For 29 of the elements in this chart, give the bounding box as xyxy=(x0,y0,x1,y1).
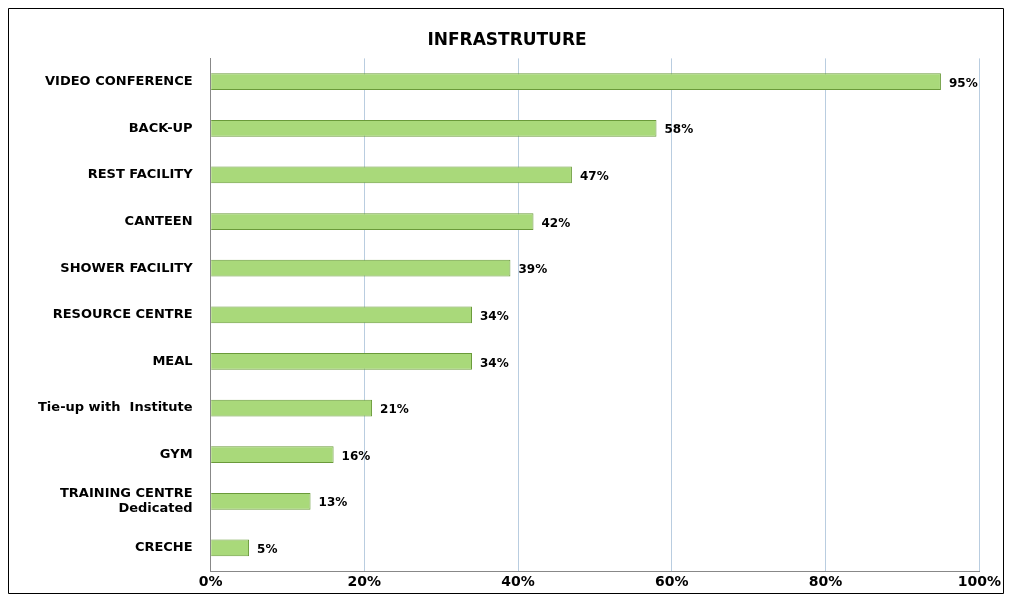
data-label: 34% xyxy=(479,308,509,323)
data-label: 21% xyxy=(380,402,409,417)
y-tick-label: RESOURCE CENTRE xyxy=(52,306,193,322)
x-tick-label: 60% xyxy=(655,573,689,590)
x-tick-label: 80% xyxy=(808,573,843,590)
data-label: 95% xyxy=(948,75,978,90)
y-tick-label: GYM xyxy=(159,446,193,462)
y-tick-label: SHOWER FACILITY xyxy=(60,259,194,275)
data-label: 13% xyxy=(318,495,348,510)
y-tick-label: REST FACILITY xyxy=(87,166,194,182)
y-tick-label: MEAL xyxy=(152,352,193,368)
data-label: 58% xyxy=(664,122,694,137)
data-label: 5% xyxy=(257,542,278,557)
x-tick-label: 0% xyxy=(198,573,223,590)
y-tick-label: Tie-up with Institute xyxy=(37,399,193,415)
y-tick-label: CRECHE xyxy=(134,539,193,555)
data-label: 47% xyxy=(579,169,609,184)
data-label: 39% xyxy=(518,262,548,277)
chart-title: INFRASTRUTURE xyxy=(427,28,587,49)
x-tick-label: 20% xyxy=(347,573,382,590)
data-label: 16% xyxy=(341,448,371,463)
y-tick-label: BACK-UP xyxy=(128,119,193,135)
y-tick-label: TRAINING CENTRE Dedicated xyxy=(59,484,193,516)
x-tick-label: 100% xyxy=(957,573,1002,590)
x-tick-label: 40% xyxy=(501,573,535,590)
y-tick-label: VIDEO CONFERENCE xyxy=(45,73,193,89)
data-label: 42% xyxy=(541,215,571,230)
data-label: 34% xyxy=(479,355,509,370)
y-tick-label: CANTEEN xyxy=(124,212,193,228)
